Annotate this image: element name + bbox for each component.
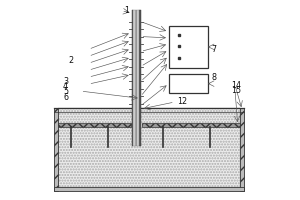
Bar bbox=[140, 10, 141, 146]
Bar bbox=[54, 187, 244, 191]
Text: 5: 5 bbox=[63, 87, 68, 96]
Bar bbox=[58, 108, 240, 187]
Bar bbox=[58, 123, 130, 127]
Text: 2: 2 bbox=[68, 56, 73, 65]
Bar bbox=[142, 123, 240, 127]
Bar bbox=[240, 108, 244, 191]
Text: 15: 15 bbox=[231, 86, 242, 95]
Bar bbox=[132, 10, 133, 146]
Text: 6: 6 bbox=[63, 93, 68, 102]
Text: 7: 7 bbox=[211, 45, 216, 54]
Bar bbox=[133, 10, 140, 146]
Text: 12: 12 bbox=[177, 97, 187, 106]
Bar bbox=[54, 108, 58, 191]
Text: 14: 14 bbox=[231, 81, 242, 90]
Text: 3: 3 bbox=[63, 77, 68, 86]
Text: 8: 8 bbox=[211, 73, 216, 82]
Bar bbox=[169, 74, 208, 93]
Text: 1: 1 bbox=[124, 6, 129, 15]
Text: 4: 4 bbox=[63, 82, 68, 91]
Bar bbox=[58, 108, 240, 187]
Bar bbox=[169, 26, 208, 68]
